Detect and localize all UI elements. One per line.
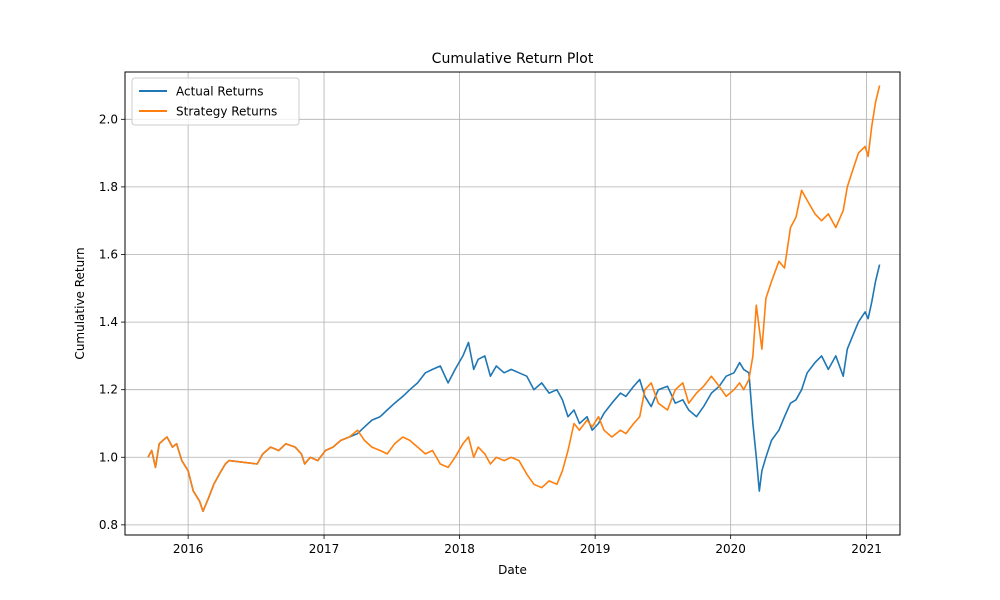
chart-title: Cumulative Return Plot [432, 51, 594, 67]
series-layer [147, 85, 881, 513]
x-tick-label: 2021 [851, 542, 882, 556]
gridlines [125, 72, 900, 535]
x-axis-label: Date [498, 563, 527, 577]
ticks: 2016 2017 2018 2019 2020 2021 0.8 1.0 1.2 1.4 1.6 1… [99, 112, 882, 556]
x-tick-label: 2019 [580, 542, 611, 556]
y-tick-label: 1.0 [99, 450, 118, 464]
legend-label-strategy-returns: Strategy Returns [176, 105, 277, 119]
legend: Actual Returns Strategy Returns [131, 77, 300, 126]
x-tick-label: 2020 [715, 542, 746, 556]
series-line-strategy-returns [147, 85, 881, 513]
y-tick-label: 1.6 [99, 247, 118, 261]
x-tick-label: 2016 [173, 542, 204, 556]
plot-frame [124, 71, 901, 536]
legend-box [131, 77, 300, 126]
y-tick-label: 1.4 [99, 315, 118, 329]
legend-label-actual-returns: Actual Returns [176, 85, 263, 99]
x-tick-label: 2018 [444, 542, 475, 556]
x-tick-label: 2017 [309, 542, 340, 556]
y-tick-label: 1.8 [99, 180, 118, 194]
y-axis-label: Cumulative Return [73, 247, 87, 359]
y-tick-label: 1.2 [99, 383, 118, 397]
y-tick-label: 2.0 [99, 112, 118, 126]
y-tick-label: 0.8 [99, 518, 118, 532]
